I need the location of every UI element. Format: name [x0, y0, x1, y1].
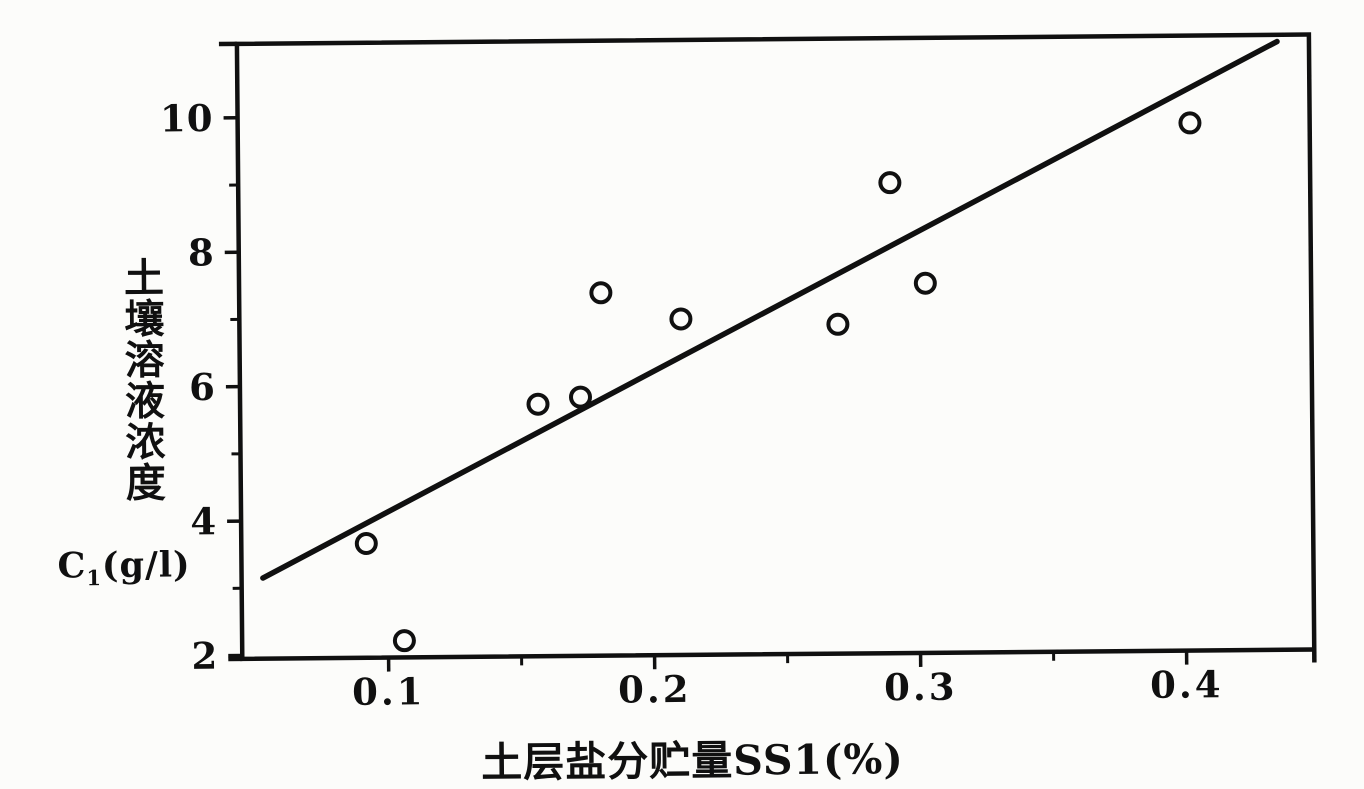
data-point-marker	[669, 307, 693, 331]
y-unit-subscript: 1	[86, 565, 103, 591]
y-axis-title: 土壤溶液浓度	[116, 256, 166, 503]
data-point-marker	[913, 271, 937, 295]
x-tick-label: 0.1	[352, 669, 426, 714]
y-tick-label: 6	[189, 365, 216, 409]
x-tick-label: 0.2	[618, 667, 692, 712]
y-tick-label: 2	[191, 634, 218, 678]
x-tick-label: 0.3	[884, 665, 958, 710]
data-point-marker	[354, 531, 378, 555]
data-point-marker	[1178, 111, 1202, 135]
x-axis-title: 土层盐分贮量SS1(%)	[480, 735, 905, 787]
x-tick-label: 0.4	[1150, 662, 1224, 707]
plot-border	[234, 32, 1317, 662]
y-unit-text: (g/l)	[101, 544, 191, 587]
data-point-marker	[526, 392, 550, 416]
data-point-marker	[392, 629, 416, 653]
y-unit-symbol: C	[57, 545, 87, 587]
data-point-marker	[589, 281, 613, 305]
y-axis-unit-label: C1(g/l)	[57, 544, 191, 590]
y-tick-label: 10	[160, 96, 214, 140]
data-point-marker	[569, 385, 593, 409]
data-point-marker	[826, 312, 850, 336]
trend-line	[260, 38, 1280, 581]
y-tick-label: 8	[188, 230, 215, 274]
data-point-marker	[878, 171, 902, 195]
y-tick-label: 4	[190, 499, 217, 543]
